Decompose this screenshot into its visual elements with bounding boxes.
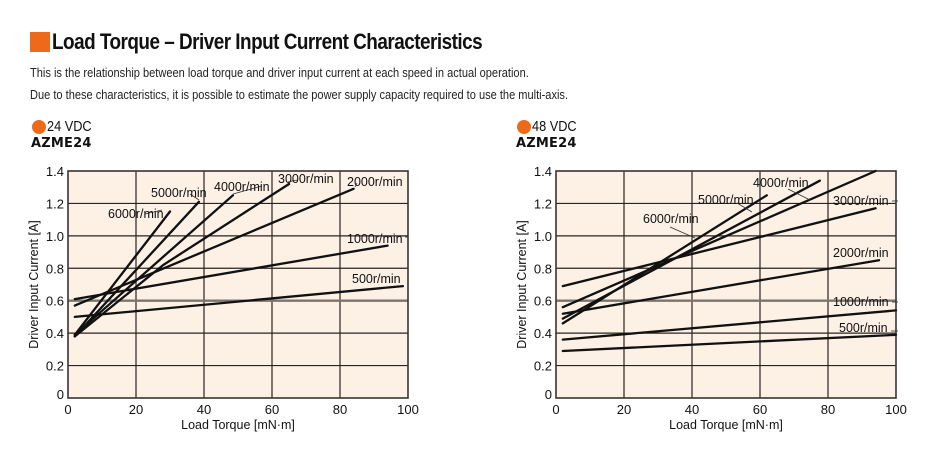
x-tick-label: 40 bbox=[197, 402, 211, 417]
y-tick-label: 1.0 bbox=[534, 229, 552, 244]
y-tick-label: 0.4 bbox=[534, 326, 552, 341]
x-tick-label: 100 bbox=[885, 402, 907, 417]
series-line-500 bbox=[73, 284, 405, 319]
series-label-6000: 6000r/min bbox=[108, 207, 164, 221]
orange-square-icon bbox=[30, 32, 50, 52]
section-title-text: Load Torque – Driver Input Current Chara… bbox=[52, 29, 483, 54]
label-leader-line bbox=[354, 182, 358, 188]
series-label-500: 500r/min bbox=[352, 272, 401, 286]
series-label-1000: 1000r/min bbox=[347, 232, 403, 246]
description-line-1: This is the relationship between load to… bbox=[30, 65, 529, 80]
series-line-500 bbox=[561, 333, 898, 353]
y-axis-label: Driver Input Current [A] bbox=[27, 220, 41, 349]
series-label-1000: 1000r/min bbox=[833, 295, 889, 309]
x-tick-label: 100 bbox=[397, 402, 419, 417]
x-tick-label: 60 bbox=[265, 402, 279, 417]
x-axis-label: Load Torque [mN·m] bbox=[181, 418, 295, 432]
label-leader-line bbox=[669, 226, 696, 239]
series-label-6000: 6000r/min bbox=[643, 212, 699, 226]
series-line-6000 bbox=[561, 194, 768, 325]
x-tick-label: 80 bbox=[821, 402, 835, 417]
y-tick-label: 0.6 bbox=[534, 294, 552, 309]
plot-frame bbox=[67, 170, 409, 399]
y-tick-label: 0.8 bbox=[534, 261, 552, 276]
series-line-6000 bbox=[73, 210, 172, 336]
y-tick-label: 1.0 bbox=[46, 229, 64, 244]
chart-1: 0 20 40 60 80 100 0 0.2 0.4 0.6 0.8 1.0 1.2 1.4 Load T… bbox=[515, 164, 907, 432]
x-axis-label: Load Torque [mN·m] bbox=[669, 418, 783, 432]
model-label-24: AZME24 bbox=[31, 136, 92, 151]
y-tick-label: 0.2 bbox=[46, 359, 64, 374]
series-line-2000 bbox=[561, 259, 881, 315]
y-tick-label: 0.8 bbox=[46, 261, 64, 276]
label-leader-line bbox=[287, 179, 298, 183]
series-label-4000: 4000r/min bbox=[753, 176, 809, 190]
series-line-5000 bbox=[561, 179, 821, 320]
x-tick-label: 60 bbox=[753, 402, 767, 417]
series-line-3000 bbox=[561, 207, 877, 288]
y-axis-label: Driver Input Current [A] bbox=[515, 220, 529, 349]
series-line-4000 bbox=[73, 194, 235, 336]
series-label-5000: 5000r/min bbox=[151, 186, 207, 200]
y-tick-label: 1.4 bbox=[534, 164, 552, 179]
y-tick-label: 0 bbox=[57, 387, 64, 402]
series-label-3000: 3000r/min bbox=[278, 172, 334, 186]
x-tick-label: 80 bbox=[333, 402, 347, 417]
y-tick-label: 0 bbox=[545, 387, 552, 402]
series-label-2000: 2000r/min bbox=[833, 246, 889, 260]
y-tick-label: 0.4 bbox=[46, 326, 64, 341]
x-tick-label: 20 bbox=[129, 402, 143, 417]
orange-dot-icon bbox=[517, 119, 531, 134]
x-tick-label: 0 bbox=[64, 402, 71, 417]
series-label-3000: 3000r/min bbox=[833, 194, 889, 208]
series-line-2000 bbox=[73, 187, 355, 307]
section-title: Load Torque – Driver Input Current Chara… bbox=[30, 28, 552, 56]
label-leader-line bbox=[232, 185, 263, 195]
series-label-2000: 2000r/min bbox=[347, 175, 403, 189]
x-tick-label: 20 bbox=[617, 402, 631, 417]
orange-dot-icon bbox=[32, 119, 46, 134]
label-leader-line bbox=[144, 209, 163, 215]
series-label-500: 500r/min bbox=[839, 321, 888, 335]
y-tick-label: 1.2 bbox=[46, 196, 64, 211]
label-leader-line bbox=[189, 193, 200, 201]
panel-voltage-24: 24 VDC bbox=[32, 118, 100, 135]
series-line-4000 bbox=[561, 169, 877, 309]
y-tick-label: 0.6 bbox=[46, 294, 64, 309]
series-line-1000 bbox=[73, 244, 389, 301]
series-label-4000: 4000r/min bbox=[214, 180, 270, 194]
description-line-2: Due to these characteristics, it is poss… bbox=[30, 87, 569, 102]
y-tick-label: 0.2 bbox=[534, 359, 552, 374]
y-tick-label: 1.2 bbox=[534, 196, 552, 211]
panel-voltage-48: 48 VDC bbox=[517, 118, 585, 135]
x-tick-label: 40 bbox=[685, 402, 699, 417]
series-line-3000 bbox=[73, 182, 291, 338]
label-leader-line bbox=[787, 188, 811, 201]
chart-0: 0 20 40 60 80 100 0 0.2 0.4 0.6 0.8 1.0 1.2 1.4 Load T… bbox=[27, 164, 419, 432]
plot-frame bbox=[555, 170, 897, 399]
voltage-label: 24 VDC bbox=[47, 118, 92, 135]
x-tick-label: 0 bbox=[552, 402, 559, 417]
series-line-1000 bbox=[561, 309, 898, 341]
voltage-label: 48 VDC bbox=[532, 118, 577, 135]
y-tick-label: 1.4 bbox=[46, 164, 64, 179]
model-label-48: AZME24 bbox=[516, 136, 577, 151]
series-label-5000: 5000r/min bbox=[698, 193, 754, 207]
label-leader-line bbox=[736, 202, 753, 213]
